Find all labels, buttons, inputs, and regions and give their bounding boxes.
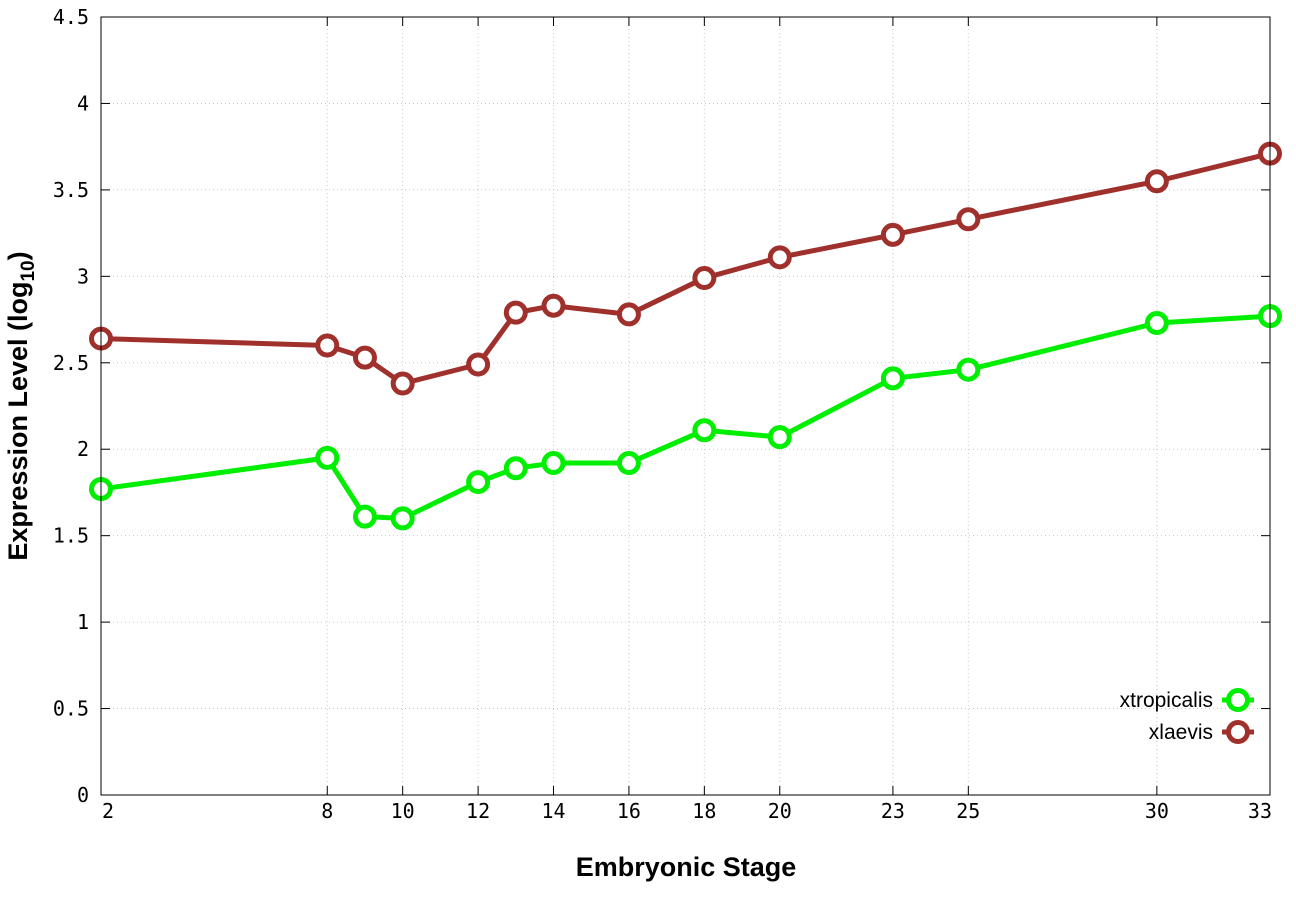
data-point — [352, 345, 377, 370]
data-point — [1144, 169, 1169, 194]
series-line-xtropicalis — [100, 313, 1271, 521]
legend-item-xlaevis: xlaevis — [1149, 720, 1254, 744]
legend-label: xtropicalis — [1120, 689, 1213, 712]
data-point — [692, 418, 717, 443]
data-point — [767, 245, 792, 270]
data-point — [466, 470, 491, 495]
data-point — [692, 266, 717, 291]
y-tick-label: 2 — [77, 437, 89, 461]
data-point — [616, 451, 641, 476]
data-point — [315, 333, 340, 358]
data-point — [767, 425, 792, 450]
data-point — [1144, 311, 1169, 336]
legend-label: xlaevis — [1149, 721, 1213, 744]
y-tick-label: 3.5 — [53, 178, 89, 202]
plot-frame — [100, 16, 1271, 796]
data-point — [956, 207, 981, 232]
data-point — [466, 352, 491, 377]
x-tick-label: 18 — [692, 799, 716, 823]
data-point — [390, 506, 415, 531]
x-axis-ticks: 2 8 10 12 14 16 18 20 23 25 30 33 — [100, 17, 1272, 823]
x-tick-label: 33 — [1248, 799, 1272, 823]
y-tick-label: 3 — [77, 264, 89, 288]
x-tick-label: 8 — [321, 799, 333, 823]
series-xtropicalis — [89, 304, 1282, 531]
x-axis-title: Embryonic Stage — [576, 852, 797, 882]
legend-swatch-marker — [1226, 688, 1250, 712]
data-point — [956, 357, 981, 382]
data-point — [390, 371, 415, 396]
y-tick-label: 1 — [77, 610, 89, 634]
data-point — [616, 302, 641, 327]
data-point — [315, 445, 340, 470]
series-xlaevis — [89, 141, 1282, 396]
y-axis-title-subscript: 10 — [18, 260, 39, 281]
y-axis-ticks: 0 0.5 1 1.5 2 2.5 3 3.5 4 4.5 — [53, 5, 1270, 807]
y-tick-label: 0 — [77, 783, 89, 807]
y-axis-title: Expression Level (log10) — [3, 251, 39, 560]
y-axis-title-main: Expression Level (log — [3, 282, 33, 561]
data-point — [541, 293, 566, 318]
y-tick-label: 4.5 — [53, 5, 89, 29]
legend: xtropicalis xlaevis — [1120, 688, 1254, 744]
data-point — [352, 504, 377, 529]
x-tick-label: 16 — [617, 799, 641, 823]
y-tick-label: 2.5 — [53, 351, 89, 375]
x-tick-label: 23 — [881, 799, 905, 823]
x-tick-label: 14 — [541, 799, 565, 823]
y-tick-label: 0.5 — [53, 697, 89, 721]
y-tick-label: 4 — [77, 91, 89, 115]
series-line-xlaevis — [100, 151, 1271, 387]
data-point — [541, 451, 566, 476]
legend-item-xtropicalis: xtropicalis — [1120, 688, 1254, 712]
y-axis-title-close: ) — [3, 251, 33, 260]
x-tick-label: 30 — [1145, 799, 1169, 823]
series-layer — [89, 141, 1282, 531]
legend-swatch-marker — [1226, 720, 1250, 744]
data-point — [503, 300, 528, 325]
data-point — [503, 456, 528, 481]
y-tick-label: 1.5 — [53, 524, 89, 548]
data-point — [880, 222, 905, 247]
grid-lines — [101, 17, 1270, 795]
x-tick-label: 20 — [768, 799, 792, 823]
x-tick-label: 25 — [956, 799, 980, 823]
x-tick-label: 12 — [466, 799, 490, 823]
x-tick-label: 2 — [102, 799, 114, 823]
data-point — [880, 366, 905, 391]
x-tick-label: 10 — [391, 799, 415, 823]
